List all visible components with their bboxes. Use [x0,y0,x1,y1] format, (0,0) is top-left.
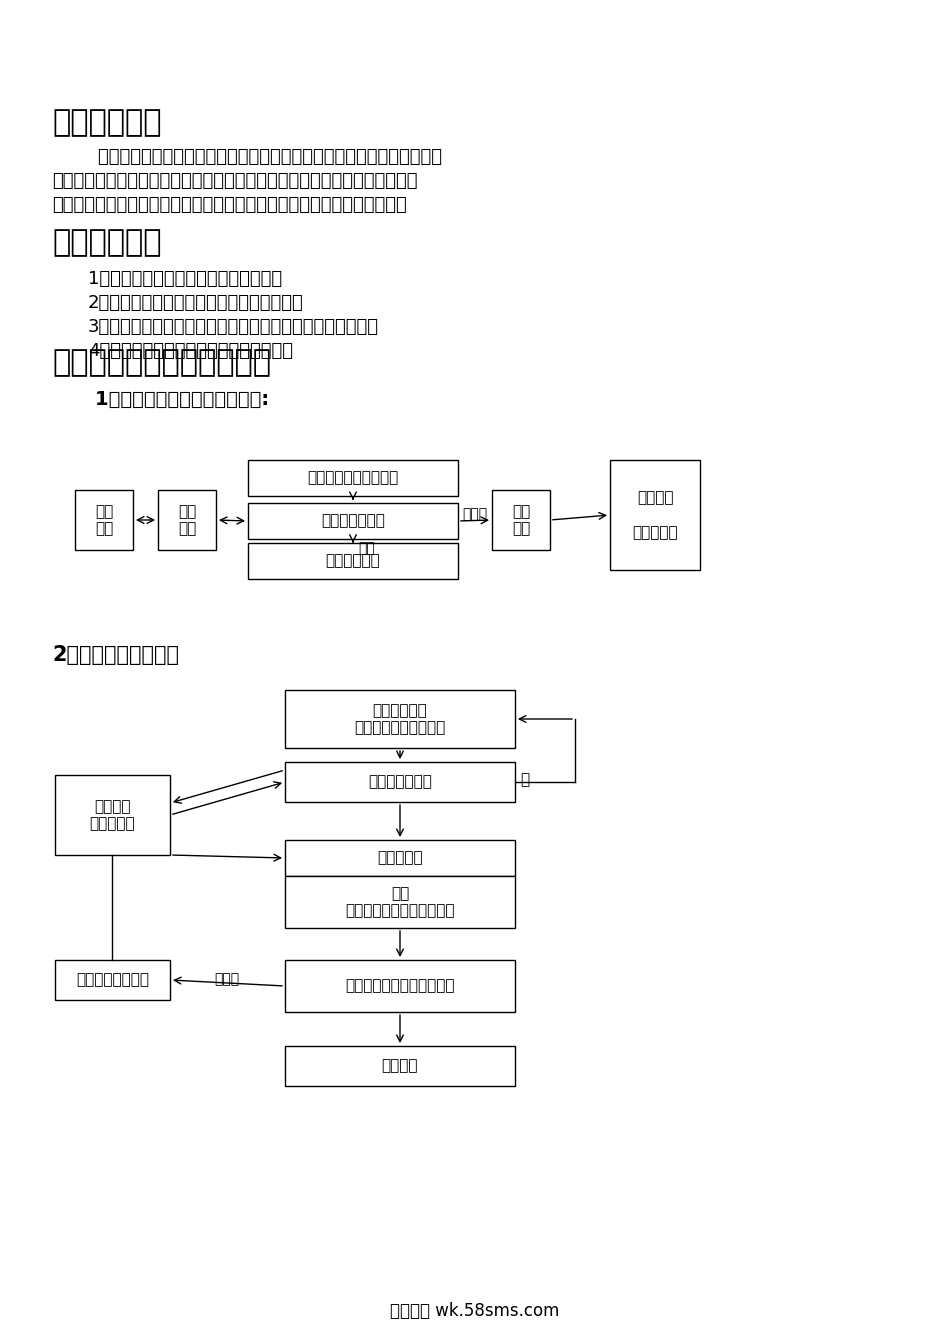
Text: 建设单位

项目管理部: 建设单位 项目管理部 [632,491,677,540]
Text: 投入使用: 投入使用 [382,1059,418,1074]
Bar [248,543,458,579]
Bar [492,491,550,550]
Text: 建设单位
项目管理部: 建设单位 项目管理部 [89,798,135,831]
Text: 五八文库 wk.58sms.com: 五八文库 wk.58sms.com [390,1302,560,1320]
Bar [55,960,170,1000]
Bar [285,689,515,749]
Text: 号路，建筑在形体上体现了现代建筑简洁明快的特点，犹如一面旗帜飘扬。: 号路，建筑在形体上体现了现代建筑简洁明快的特点，犹如一面旗帜飘扬。 [52,196,407,214]
Bar [75,491,133,550]
Text: 承包单位提出联系内容: 承包单位提出联系内容 [308,470,399,485]
Text: 承包商采购: 承包商采购 [377,851,423,866]
Text: 重大
技术: 重大 技术 [178,504,196,536]
Text: 三、监理工作的流程和程序: 三、监理工作的流程和程序 [52,348,271,378]
Bar [248,460,458,496]
Bar [285,960,515,1012]
Text: 一、工程概况: 一、工程概况 [52,108,162,137]
Bar [285,1046,515,1086]
Text: 1、青岛康大鑫都汇商业街工程监理规划: 1、青岛康大鑫都汇商业街工程监理规划 [88,270,282,288]
Bar [610,460,700,570]
Text: 在监理监督下退场: 在监理监督下退场 [76,973,149,988]
Bar [248,503,458,539]
Text: 否: 否 [520,771,529,788]
Text: 3、青岛康大鑫都汇商业街工程施工图纸及其他有关设计文件: 3、青岛康大鑫都汇商业街工程施工图纸及其他有关设计文件 [88,319,379,336]
Text: 监理工程师检验、抽查、试: 监理工程师检验、抽查、试 [345,978,455,993]
Text: 监理工程师审核: 监理工程师审核 [321,513,385,528]
Bar [158,491,216,550]
Text: 青岛康大鑫都汇商业街工程是由青岛康大富源置业有限公司投资建设的多: 青岛康大鑫都汇商业街工程是由青岛康大富源置业有限公司投资建设的多 [52,148,442,167]
Text: 2、材料监理工作流程: 2、材料监理工作流程 [52,645,179,665]
Text: 同意: 同意 [358,542,374,555]
Text: 承包提出申请
（附样品和技术资料）: 承包提出申请 （附样品和技术资料） [354,703,446,735]
Text: 报检
（附合格证及试验报告单）: 报检 （附合格证及试验报告单） [345,886,455,918]
Text: 监理工程师审查: 监理工程师审查 [368,774,432,789]
Text: 重大
问题: 重大 问题 [512,504,530,536]
Text: 层欧式建筑。地点位于青岛胶南市灵海路以南，张庄河以东，东至海西东十五: 层欧式建筑。地点位于青岛胶南市灵海路以南，张庄河以东，东至海西东十五 [52,172,417,190]
Bar [285,762,515,802]
Text: 2、青岛康大鑫都汇商业街工程施工组织设计: 2、青岛康大鑫都汇商业街工程施工组织设计 [88,294,304,312]
Text: 4、国家、省、市颁发的规范、规程、标准: 4、国家、省、市颁发的规范、规程、标准 [88,341,293,360]
Text: 二、编制依据: 二、编制依据 [52,228,162,257]
Text: 1、项目监理技术联系工作流程:: 1、项目监理技术联系工作流程: [68,390,269,409]
Bar [285,876,515,927]
Bar [285,840,515,876]
Text: 不合格: 不合格 [215,972,239,986]
Text: 承包单位实施: 承包单位实施 [326,554,380,569]
Bar [55,775,170,855]
Text: 不同意: 不同意 [463,507,487,521]
Text: 设计
单位: 设计 单位 [95,504,113,536]
